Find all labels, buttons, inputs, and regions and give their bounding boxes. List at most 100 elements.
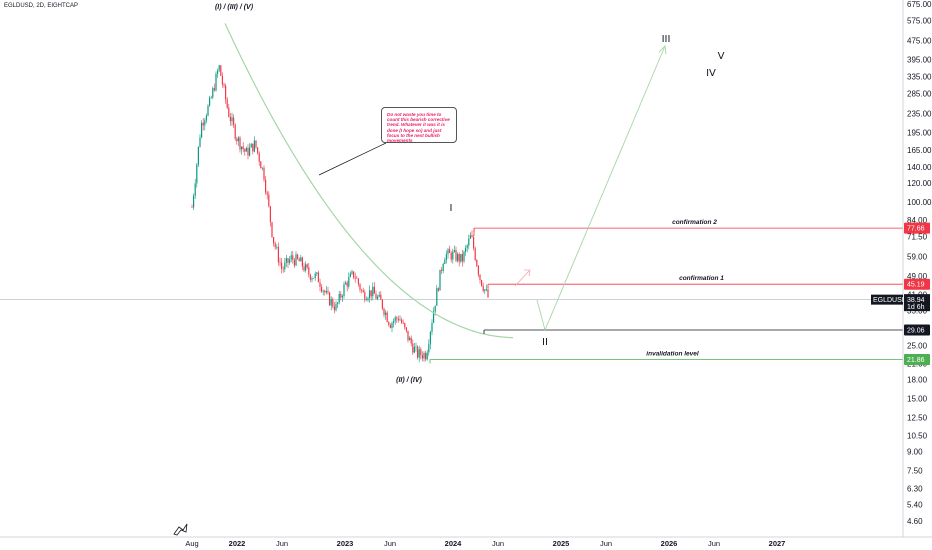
small-arrow-head (524, 269, 531, 277)
candle-body (396, 317, 398, 319)
candle-body (466, 245, 468, 248)
candle-body (351, 271, 353, 274)
level-label: confirmation 2 (672, 219, 717, 226)
candle-body (433, 311, 435, 323)
candle-body (477, 266, 479, 275)
time-tick-label: Aug (185, 539, 198, 548)
candle-body (453, 249, 455, 252)
candle-body (349, 273, 351, 277)
candle-body (244, 149, 246, 152)
candle-body (343, 284, 345, 297)
level-label: invalidation level (646, 350, 699, 357)
wave-label: (II) / (IV) (396, 377, 422, 384)
candle-body (348, 276, 350, 287)
price-tick-label: 675.00 (907, 0, 932, 9)
candle-body (202, 122, 204, 126)
candle-body (397, 318, 399, 321)
candle-body (218, 65, 220, 71)
candle-body (394, 317, 396, 322)
candle-body (442, 263, 444, 271)
candle-body (444, 260, 446, 264)
candle-body (250, 143, 252, 148)
candle-body (468, 238, 470, 246)
candle-body (341, 296, 343, 298)
candle-body (465, 247, 467, 252)
price-tick-label: 7.50 (907, 466, 923, 475)
candle-body (213, 88, 215, 91)
candle-body (337, 302, 339, 305)
candle-body (231, 117, 233, 122)
candle-body (191, 207, 193, 208)
candle-body (317, 272, 319, 283)
candle-body (417, 346, 419, 358)
candle-body (247, 147, 249, 156)
candle-body (196, 164, 198, 184)
candle-body (386, 312, 388, 322)
candle-body (273, 237, 275, 244)
candle-body (345, 282, 347, 285)
candle-body (418, 349, 420, 358)
candle-body (361, 289, 363, 291)
candle-body (479, 274, 481, 280)
candle-body (441, 269, 443, 271)
candle-body (311, 278, 313, 280)
candle-body (449, 249, 451, 253)
candle-body (290, 255, 292, 260)
symbol-tag (871, 294, 903, 305)
candle-body (220, 65, 222, 76)
drawings-group: confirmation 2 confirmation 1 invalidation… (173, 23, 903, 536)
candle-body (221, 75, 223, 85)
candle-body (434, 305, 436, 312)
candle-body (284, 262, 286, 270)
price-tick-label: 9.00 (907, 447, 923, 456)
candle-body (436, 288, 438, 306)
candle-body (357, 278, 359, 285)
candle-body (298, 258, 300, 262)
candle-body (460, 253, 462, 262)
candle-body (469, 235, 471, 239)
candle-body (271, 222, 273, 238)
candle-body (263, 167, 265, 180)
candle-body (266, 192, 268, 195)
price-tick-label: 140.00 (907, 163, 932, 172)
candle-body (412, 343, 414, 353)
candle-body (260, 161, 262, 169)
candle-body (257, 147, 259, 153)
price-axis: 675.00 575.00 475.00 395.00 335.00 285.00 235.… (871, 0, 932, 537)
candle-body (242, 146, 244, 150)
price-tick-label: 59.00 (907, 253, 928, 262)
wave-label: IV (706, 68, 716, 79)
price-tick-label: 235.00 (907, 109, 932, 118)
current-price-badge (904, 294, 930, 312)
candle-body (282, 268, 284, 270)
price-tick-label: 195.00 (907, 129, 932, 138)
candle-body (236, 138, 238, 142)
level-price-badge (904, 353, 930, 365)
candle-body (314, 273, 316, 279)
candle-body (409, 337, 411, 341)
candle-body (332, 299, 334, 307)
time-tick-label: 2024 (445, 539, 463, 548)
candle-body (455, 249, 457, 261)
price-tick-label: 49.00 (907, 272, 928, 281)
candle-body (367, 298, 369, 300)
candle-body (405, 327, 407, 331)
candle-body (484, 289, 486, 291)
candle-body (415, 346, 417, 348)
time-tick-label: Jun (276, 539, 288, 548)
wave-label: V (718, 51, 725, 62)
candle-body (237, 137, 239, 142)
candle-body (383, 308, 385, 315)
candle-body (321, 286, 323, 292)
candle-body (370, 290, 372, 297)
wave-label: I (450, 203, 453, 214)
candle-body (377, 296, 379, 299)
candle-body (199, 137, 201, 147)
annotation-note[interactable]: Do not waste you time to count this bear… (381, 107, 457, 143)
candle-body (354, 277, 356, 279)
countdown-text: 1d 6h (907, 304, 925, 311)
candle-body (474, 248, 476, 261)
price-tick-label: 35.00 (907, 307, 928, 316)
candle-body (335, 304, 337, 311)
